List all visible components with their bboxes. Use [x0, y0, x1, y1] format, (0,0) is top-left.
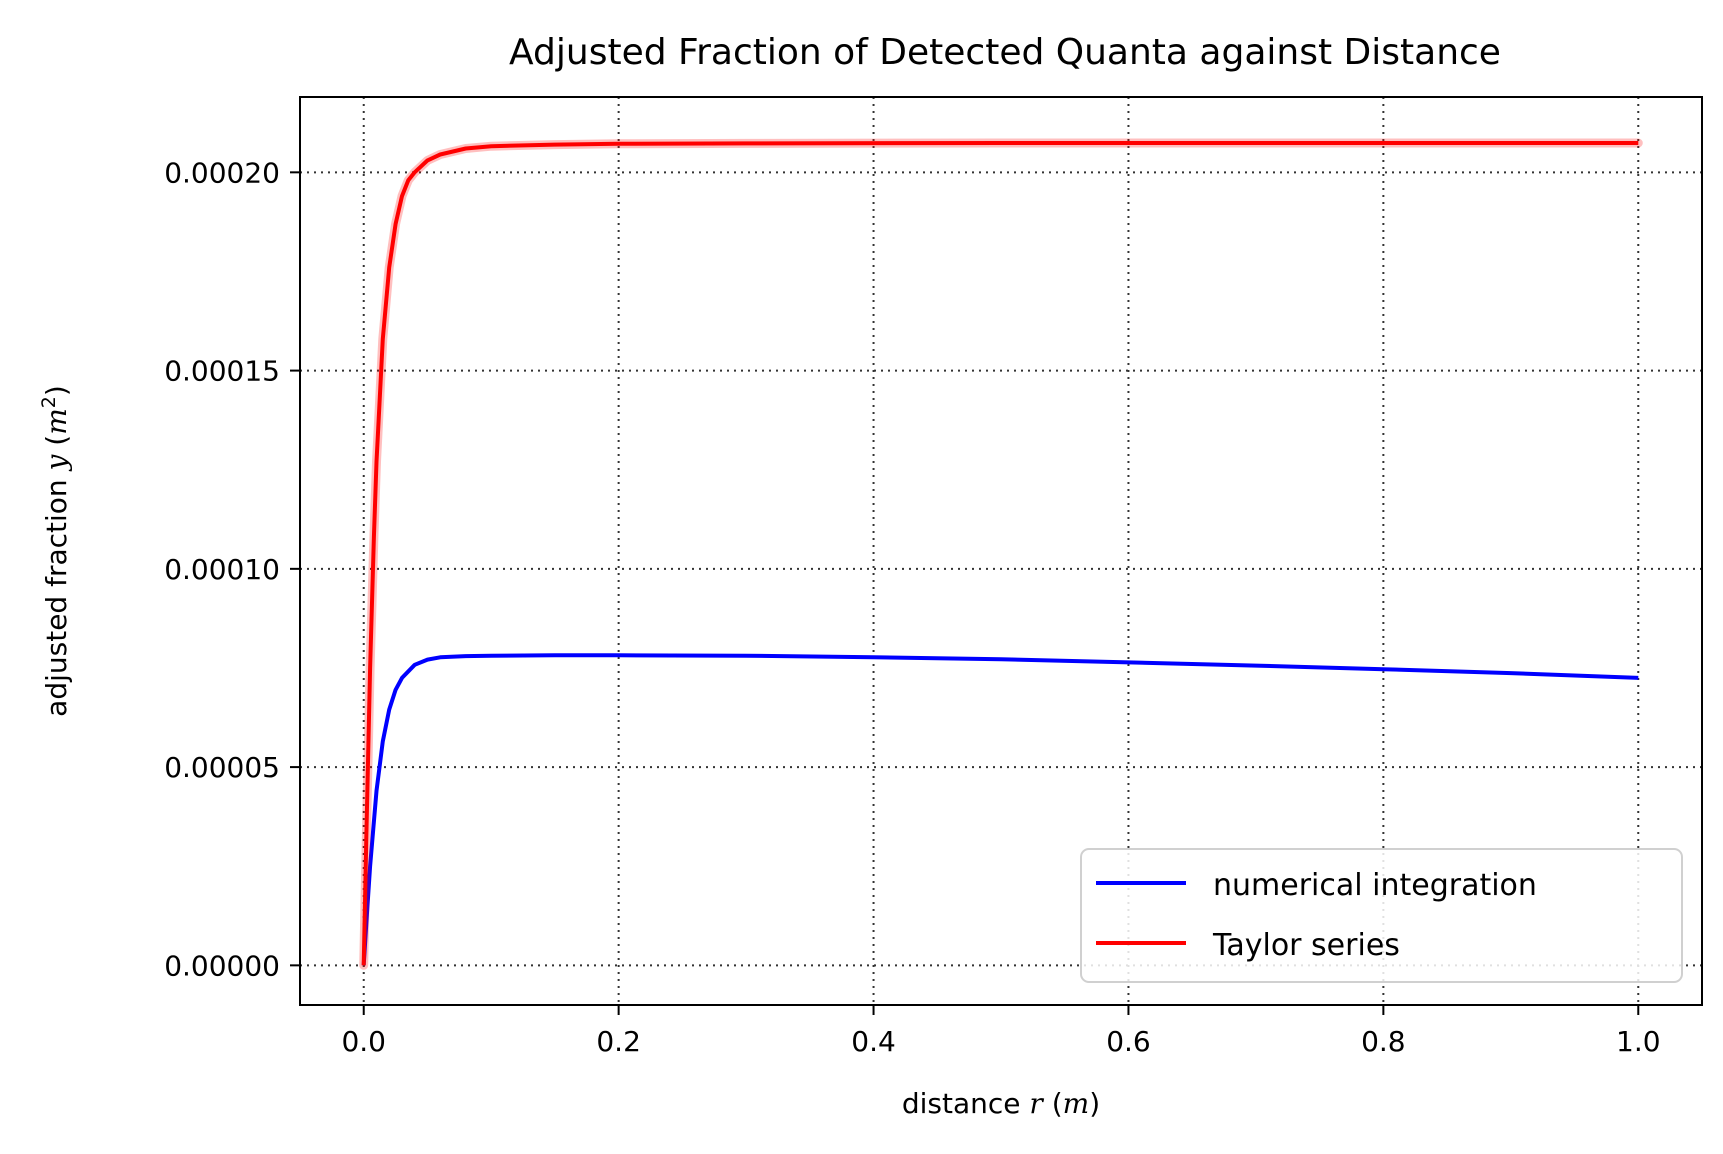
x-tick-label: 0.8 [1361, 1025, 1406, 1058]
y-tick-label: 0.00000 [164, 949, 280, 982]
legend: numerical integration Taylor series [1080, 848, 1683, 983]
legend-box [1080, 848, 1683, 983]
x-tick-label: 1.0 [1616, 1025, 1661, 1058]
x-tick-label: 0.4 [851, 1025, 896, 1058]
legend-label-taylor-series: Taylor series [1212, 928, 1400, 963]
x-axis-label: distance r (m) [902, 1087, 1100, 1120]
series-line-numerical-integration [361, 653, 1639, 966]
axis-ticks: 0.0 0.2 0.4 0.6 0.8 1.0 0.00000 0.00005 0.00010 0… [164, 156, 1660, 1058]
y-axis-label: adjusted fraction y (m2) [38, 385, 73, 717]
x-tick-label: 0.2 [596, 1025, 641, 1058]
y-tick-label: 0.00010 [164, 553, 280, 586]
series-line-taylor-series [361, 141, 1639, 966]
x-tick-label: 0.0 [341, 1025, 386, 1058]
x-tick-label: 0.6 [1106, 1025, 1151, 1058]
axes-frame [299, 96, 1703, 1006]
chart-title: Adjusted Fraction of Detected Quanta aga… [509, 32, 1501, 73]
y-tick-label: 0.00005 [164, 751, 280, 784]
plot-series [359, 138, 1643, 970]
legend-label-numerical-integration: numerical integration [1213, 868, 1537, 903]
y-tick-label: 0.00020 [164, 156, 280, 189]
y-tick-label: 0.00015 [164, 355, 280, 388]
